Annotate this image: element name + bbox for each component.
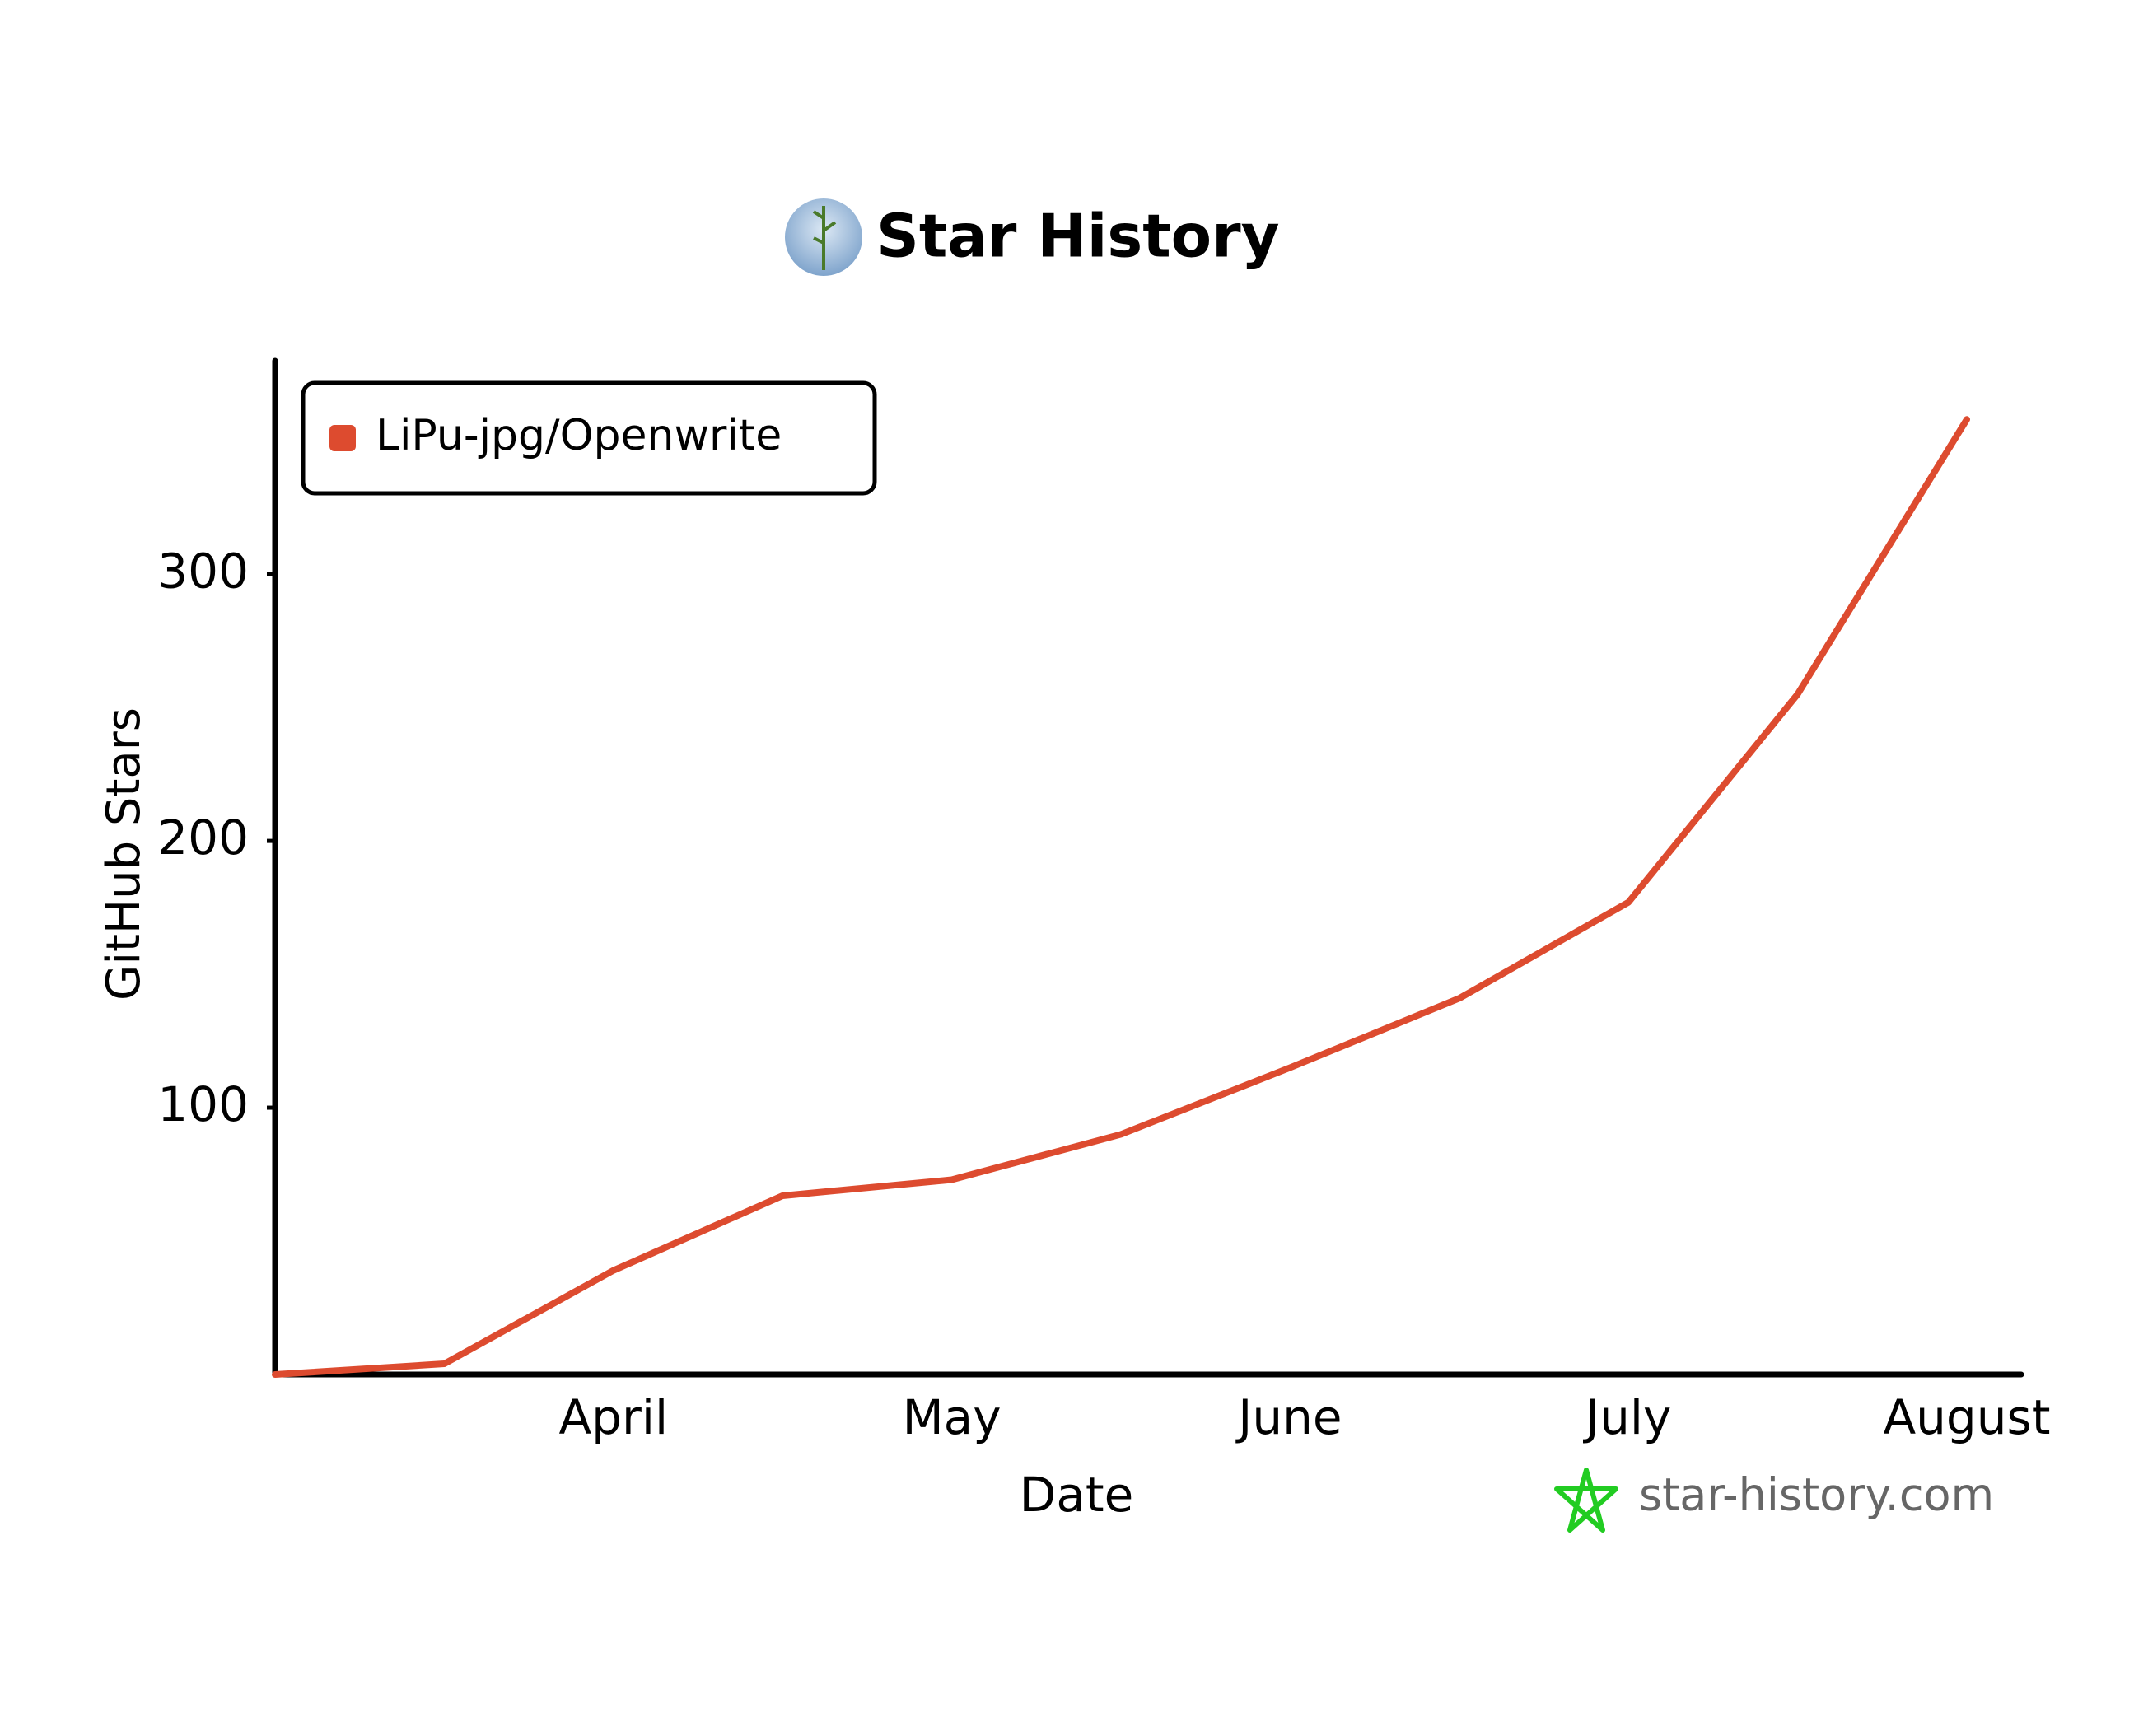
y-tick-label: 100 xyxy=(157,1076,249,1132)
legend-swatch xyxy=(329,425,356,451)
legend-box xyxy=(301,380,877,496)
x-tick-label: July xyxy=(1583,1389,1671,1445)
series-line xyxy=(272,416,1970,1378)
x-axis-label: Date xyxy=(1020,1467,1134,1523)
x-tick-label: August xyxy=(1884,1389,2051,1445)
watermark: star-history.com xyxy=(1639,1469,1994,1521)
y-tick-label: 300 xyxy=(157,543,249,599)
title-icon xyxy=(785,198,862,276)
x-tick-label: April xyxy=(559,1389,669,1445)
legend-label: LiPu-jpg/Openwrite xyxy=(376,411,782,460)
chart-title: Star History xyxy=(876,202,1280,271)
x-tick-label: May xyxy=(903,1389,1002,1445)
y-axis-label: GitHub Stars xyxy=(97,707,151,1001)
legend: LiPu-jpg/Openwrite xyxy=(301,380,877,496)
x-tick-label: June xyxy=(1235,1389,1342,1445)
watermark-icon xyxy=(1554,1468,1618,1533)
y-tick-label: 200 xyxy=(157,810,249,866)
